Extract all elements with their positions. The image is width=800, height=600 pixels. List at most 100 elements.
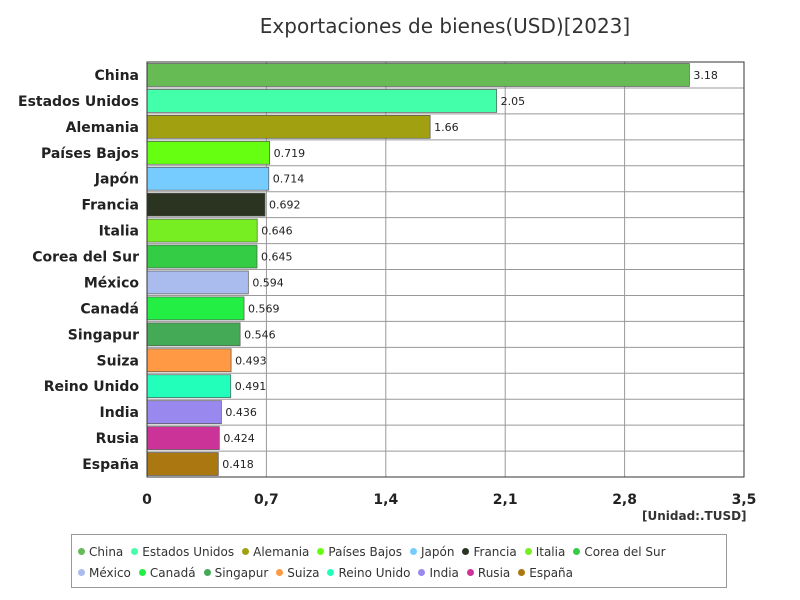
- legend-label: Alemania: [253, 544, 310, 559]
- category-label-corea-del-sur: Corea del Sur: [32, 250, 139, 266]
- legend-swatch: [276, 569, 284, 576]
- legend-item-reino-unido[interactable]: Reino Unido: [327, 562, 410, 583]
- legend-label: Corea del Sur: [584, 544, 666, 559]
- legend-item-alemania[interactable]: Alemania: [242, 541, 309, 562]
- data-label-japon: 0.714: [273, 173, 305, 186]
- legend-label: España: [529, 565, 574, 580]
- data-label-singapur: 0.546: [244, 328, 276, 341]
- data-label-india: 0.436: [225, 406, 257, 419]
- bar-mexico: [146, 270, 249, 295]
- category-label-suiza: Suiza: [97, 353, 139, 369]
- bar-italia: [146, 218, 258, 243]
- legend-item-francia[interactable]: Francia: [462, 541, 517, 562]
- bar-india: [146, 400, 222, 424]
- legend-item-paises-bajos[interactable]: Países Bajos: [317, 541, 402, 562]
- x-tick-label: 2,1: [493, 492, 518, 508]
- legend-item-singapur[interactable]: Singapur: [203, 562, 269, 583]
- legend-label: Rusia: [477, 565, 511, 580]
- legend: China Estados Unidos Alemania Países Bajos J…: [71, 534, 727, 588]
- data-label-mexico: 0.594: [252, 276, 284, 289]
- category-label-singapur: Singapur: [68, 327, 139, 343]
- legend-item-estados-unidos[interactable]: Estados Unidos: [131, 541, 234, 562]
- bar-singapur: [146, 322, 241, 347]
- category-labels: China Estados Unidos Alemania Países Bajos J…: [18, 68, 139, 473]
- legend-item-japon[interactable]: Japón: [410, 541, 454, 562]
- legend-item-italia[interactable]: Italia: [524, 541, 566, 562]
- legend-item-suiza[interactable]: Suiza: [276, 562, 319, 583]
- legend-label: India: [429, 565, 459, 580]
- plot-area-frame: [146, 61, 745, 478]
- legend-swatch: [524, 548, 532, 555]
- data-label-corea-del-sur: 0.645: [261, 251, 293, 264]
- category-label-espana: España: [82, 457, 139, 473]
- legend-swatch: [78, 548, 85, 555]
- data-label-reino-unido: 0.491: [235, 380, 266, 393]
- category-label-reino-unido: Reino Unido: [44, 379, 140, 395]
- legend-swatch: [203, 569, 211, 576]
- unit-label: [Unidad:.TUSD]: [642, 509, 747, 523]
- legend-label: Reino Unido: [338, 565, 411, 580]
- category-label-paises-bajos: Países Bajos: [41, 146, 139, 162]
- legend-item-rusia[interactable]: Rusia: [466, 562, 511, 583]
- legend-label: Singapur: [214, 565, 269, 580]
- category-label-italia: Italia: [99, 224, 139, 240]
- bar-canada: [146, 296, 245, 321]
- legend-swatch: [78, 569, 85, 576]
- bar-corea-del-sur: [146, 244, 258, 269]
- bar-espana: [146, 452, 219, 476]
- bar-paises-bajos: [146, 140, 270, 165]
- bars: [146, 63, 690, 476]
- legend-item-corea-del-sur[interactable]: Corea del Sur: [573, 541, 666, 562]
- x-tick-label: 2,8: [612, 492, 637, 508]
- data-label-rusia: 0.424: [223, 432, 255, 445]
- data-label-alemania: 1.66: [434, 121, 459, 134]
- category-label-india: India: [100, 405, 139, 421]
- legend-label: Italia: [535, 544, 566, 559]
- legend-item-mexico[interactable]: México: [78, 562, 131, 583]
- legend-swatch: [418, 569, 426, 576]
- legend-swatch: [327, 569, 335, 576]
- x-tick-label: 1,4: [373, 492, 398, 508]
- data-label-francia: 0.692: [269, 199, 301, 212]
- category-label-mexico: México: [84, 275, 140, 291]
- legend-swatch: [410, 548, 418, 555]
- legend-swatch: [466, 569, 474, 576]
- legend-swatch: [138, 569, 146, 576]
- legend-label: Canadá: [149, 565, 196, 580]
- bar-reino-unido: [146, 374, 232, 399]
- bar-estados-unidos: [146, 89, 498, 113]
- data-label-italia: 0.646: [261, 225, 293, 238]
- legend-label: Francia: [473, 544, 517, 559]
- legend-item-china[interactable]: China: [78, 541, 123, 562]
- x-tick-label: 0,7: [254, 492, 279, 508]
- data-label-estados-unidos: 2.05: [501, 95, 525, 108]
- category-label-canada: Canadá: [80, 301, 139, 317]
- bar-china: [146, 63, 690, 87]
- data-label-suiza: 0.493: [235, 354, 267, 367]
- chart-title: Exportaciones de bienes(USD)[2023]: [259, 14, 631, 38]
- data-label-canada: 0.569: [248, 302, 280, 315]
- legend-item-india[interactable]: India: [418, 562, 459, 583]
- x-tick-label: 3,5: [732, 492, 757, 508]
- legend-item-canada[interactable]: Canadá: [138, 562, 196, 583]
- legend-item-espana[interactable]: España: [518, 562, 573, 583]
- x-tick-label: 0: [142, 492, 152, 508]
- legend-swatch: [462, 548, 470, 555]
- legend-swatch: [518, 569, 526, 576]
- legend-label: Países Bajos: [328, 544, 403, 559]
- category-label-alemania: Alemania: [66, 120, 139, 136]
- legend-label: Suiza: [287, 565, 320, 580]
- category-label-francia: Francia: [81, 198, 139, 214]
- category-label-japon: Japón: [94, 172, 139, 188]
- data-label-china: 3.18: [693, 69, 718, 82]
- legend-swatch: [317, 548, 325, 555]
- data-label-paises-bajos: 0.719: [274, 147, 306, 160]
- bar-suiza: [146, 348, 232, 373]
- legend-swatch: [131, 548, 139, 555]
- bar-alemania: [146, 115, 431, 139]
- legend-label: China: [89, 544, 124, 559]
- legend-swatch: [242, 548, 250, 555]
- legend-swatch: [573, 548, 581, 555]
- grid-lines: [147, 62, 744, 477]
